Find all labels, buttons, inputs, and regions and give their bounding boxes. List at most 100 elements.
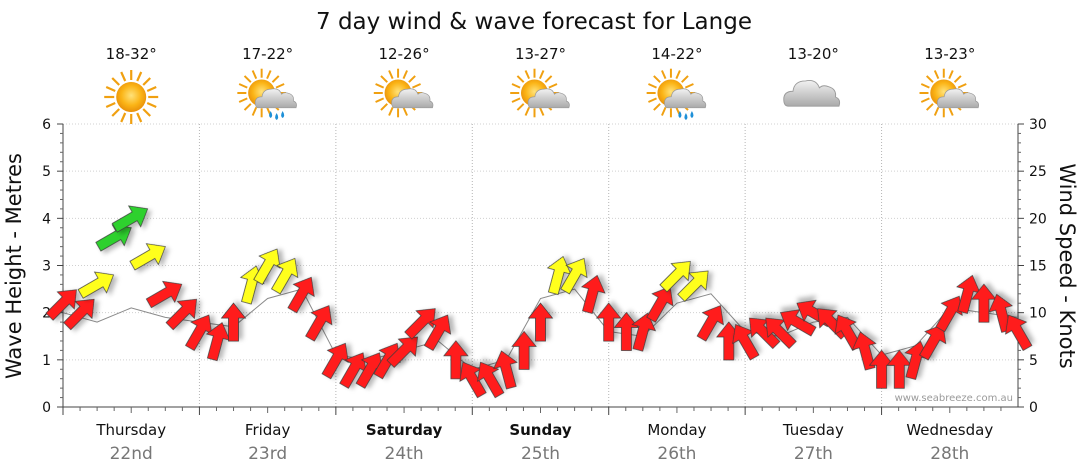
wind-arrow-shape [205,322,231,362]
day-date-label: 28th [930,444,969,464]
day-name-label: Wednesday [906,421,993,439]
wind-arrow [145,280,183,309]
wind-arrow [339,352,367,389]
wind-arrow-shape [765,317,797,349]
wind-arrow-shape [956,274,981,314]
wind-arrow [732,324,760,361]
y-left-tick-label: 0 [42,400,51,416]
wind-arrow-shape [423,314,452,351]
day-temp-label: 14-22° [651,45,702,63]
wind-arrow [527,302,554,342]
day-date-label: 24th [385,444,424,464]
wind-arrow [677,270,709,302]
wind-arrow [780,309,817,337]
wind-arrow-shape [386,336,418,368]
wind-arrow [971,283,997,323]
wind-arrow-shape [493,350,518,390]
wind-arrow-shape [696,305,724,342]
day-name-label: Sunday [509,421,572,439]
wind-arrow [956,274,981,314]
y-left-tick-label: 3 [42,259,51,275]
wind-arrow-shape [631,312,657,352]
y-right-tick-label: 0 [1029,400,1038,416]
y-right-tick-label: 30 [1029,117,1047,133]
wind-arrow-shape [659,261,691,293]
wind-arrow [919,324,947,361]
sun-cloud-icon [918,67,980,119]
wind-arrow-shape [511,330,537,370]
temperature-row: 18-32° 17-22° 12-26° 13-27° 14-22° 13-20° 13-2… [106,45,976,63]
chart-title: 7 day wind & wave forecast for Lange [316,9,752,35]
y-right-tick-label: 5 [1029,353,1038,369]
y-right-tick-label: 25 [1029,164,1047,180]
wind-arrow [404,308,436,340]
wind-arrow [659,261,691,293]
wind-arrow-shape [339,352,367,389]
wind-arrow-shape [732,324,760,361]
wind-arrow [613,311,640,351]
plot-grid [63,123,1018,407]
y-left-tick-label: 5 [42,164,51,180]
wind-arrow-shape [613,311,640,351]
sun-cloud-rain-icon [236,67,297,120]
wind-arrow-shape [95,224,132,252]
day-temp-label: 17-22° [242,45,293,63]
day-date-label: 26th [657,444,696,464]
wind-arrow-shape [595,302,622,342]
y-left-tick-label: 6 [42,117,51,133]
day-date-label: 25th [521,444,560,464]
wind-arrow-shape [527,302,554,342]
wind-arrow [386,336,418,368]
day-date-label: 27th [794,444,833,464]
wind-arrow [580,274,606,314]
wind-arrow [205,322,231,362]
day-name-label: Thursday [95,421,166,439]
wind-arrow-shape [165,298,197,331]
day-labels: Thursday 22nd Friday 23rd Saturday 24th Sunday… [95,421,993,464]
wind-arrow [63,298,95,331]
y-axis-left-title: Wave Height - Metres [2,153,26,379]
wind-arrow [77,271,115,299]
wind-arrow [185,314,213,351]
wind-arrow-shape [287,276,315,314]
wind-arrow [129,243,166,271]
wind-arrow-shape [677,270,709,302]
wind-arrow-shape [63,298,95,331]
wind-arrow-shape [220,302,247,342]
wind-arrow-shape [477,361,505,399]
wind-arrow [111,205,149,233]
wind-arrow [305,305,333,342]
y-left-tick-label: 4 [42,211,51,227]
wind-arrow-shape [919,324,947,361]
wind-arrow [95,224,132,252]
wind-arrow [321,342,349,380]
day-temp-label: 13-27° [515,45,566,63]
wind-arrow-shape [129,243,166,271]
sun-cloud-icon [372,67,434,119]
wind-arrow-shape [145,280,183,309]
wind-arrow [459,361,487,399]
wind-arrow-shape [111,205,149,233]
wind-arrow-series [45,205,1033,399]
wind-arrow-shape [253,248,281,285]
wind-arrow-shape [560,257,588,295]
wind-arrow-shape [321,342,349,380]
wind-arrow-shape [780,309,817,337]
day-temp-label: 13-20° [788,45,839,63]
wind-arrow-shape [185,314,213,351]
sun-icon [103,68,160,126]
wind-arrow-shape [271,257,299,295]
day-temp-label: 13-23° [924,45,975,63]
wind-arrow [765,317,797,349]
wind-arrow [493,350,518,390]
wind-arrow [165,298,197,331]
day-date-label: 22nd [110,444,153,464]
day-temp-label: 12-26° [379,45,430,63]
wind-arrow-shape [1005,314,1033,351]
day-name-label: Friday [245,421,291,439]
wind-arrow-shape [868,349,895,389]
wind-arrow-shape [886,349,913,389]
wind-arrow-shape [404,308,436,340]
wind-arrow [595,302,622,342]
